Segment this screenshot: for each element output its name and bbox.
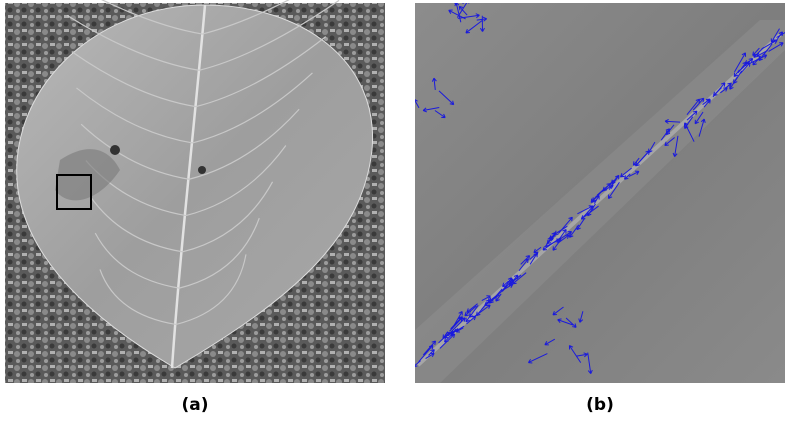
panel-b-image <box>413 0 785 383</box>
panel-caption: (b) <box>586 395 614 415</box>
figure: (a) (b) <box>0 0 785 421</box>
panel-caption: (a) <box>181 395 208 415</box>
figure-canvas: (a) (b) <box>0 0 785 421</box>
panel-a-image <box>5 0 385 383</box>
